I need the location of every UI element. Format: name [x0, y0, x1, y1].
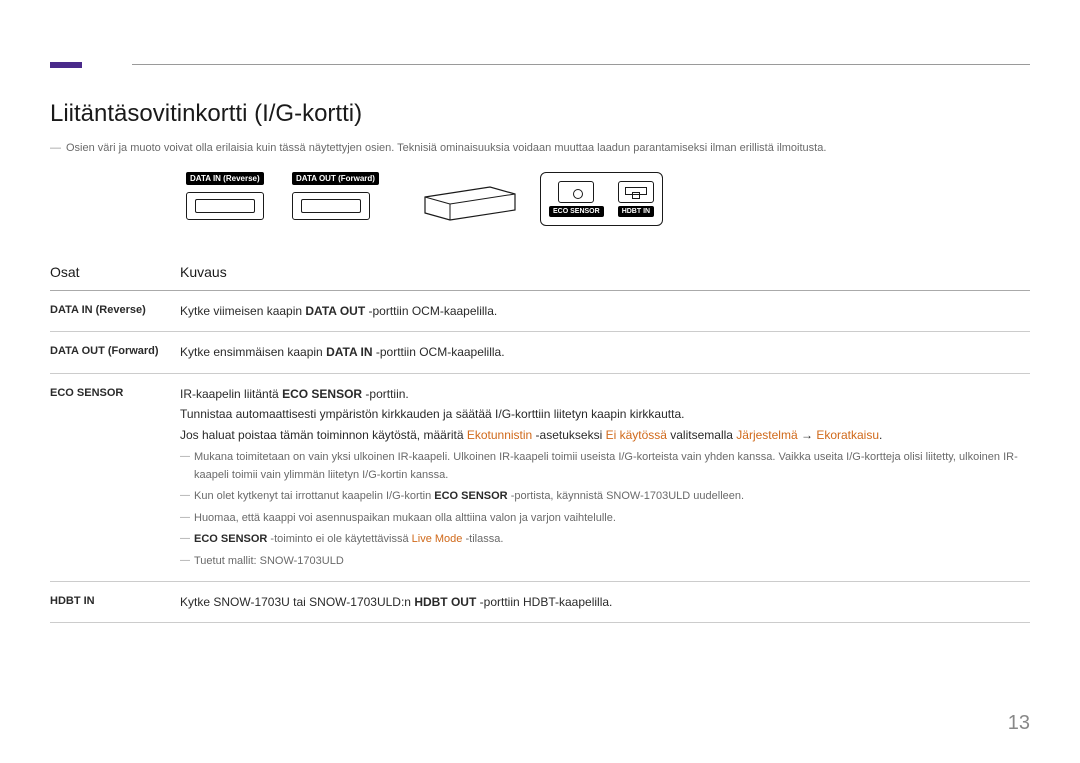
sub-note: Mukana toimitetaan on vain yksi ulkoinen… [180, 449, 1024, 484]
row-name: HDBT IN [50, 581, 180, 622]
eco-port: ECO SENSOR [549, 181, 604, 217]
table-row: DATA OUT (Forward) Kytke ensimmäisen kaa… [50, 332, 1030, 373]
row-desc: Kytke viimeisen kaapin DATA OUT -porttii… [180, 291, 1030, 332]
row-desc: Kytke SNOW-1703U tai SNOW-1703ULD:n HDBT… [180, 581, 1030, 622]
table-row: HDBT IN Kytke SNOW-1703U tai SNOW-1703UL… [50, 581, 1030, 622]
label-hdbt: HDBT IN [618, 206, 654, 217]
hdbt-port: HDBT IN [618, 181, 654, 217]
row-desc: IR-kaapelin liitäntä ECO SENSOR -porttii… [180, 373, 1030, 581]
port-icon [292, 192, 370, 220]
jack-icon [558, 181, 594, 203]
row-name: ECO SENSOR [50, 373, 180, 581]
sub-note: Kun olet kytkenyt tai irrottanut kaapeli… [180, 488, 1024, 506]
diagram-card-ports: DATA IN (Reverse) DATA OUT (Forward) [180, 172, 400, 232]
sub-note: Huomaa, että kaappi voi asennuspaikan mu… [180, 510, 1024, 528]
label-eco: ECO SENSOR [549, 206, 604, 217]
sub-note: ECO SENSOR -toiminto ei ole käytettäviss… [180, 531, 1024, 549]
col-parts: Osat [50, 256, 180, 291]
accent-bar [50, 62, 82, 68]
top-rule [132, 64, 1030, 65]
disclaimer-note: Osien väri ja muoto voivat olla erilaisi… [50, 142, 1030, 154]
row-desc: Kytke ensimmäisen kaapin DATA IN -portti… [180, 332, 1030, 373]
page-number: 13 [1008, 712, 1030, 735]
row-name: DATA OUT (Forward) [50, 332, 180, 373]
port-icon [186, 192, 264, 220]
table-row: ECO SENSOR IR-kaapelin liitäntä ECO SENS… [50, 373, 1030, 581]
port-diagram: DATA IN (Reverse) DATA OUT (Forward) ECO… [180, 172, 1030, 232]
spec-table: Osat Kuvaus DATA IN (Reverse) Kytke viim… [50, 256, 1030, 623]
label-data-in: DATA IN (Reverse) [186, 172, 264, 185]
col-desc: Kuvaus [180, 256, 1030, 291]
row-name: DATA IN (Reverse) [50, 291, 180, 332]
card-3d-icon [420, 182, 520, 222]
label-data-out: DATA OUT (Forward) [292, 172, 379, 185]
page-content: Liitäntäsovitinkortti (I/G-kortti) Osien… [0, 0, 1080, 653]
diagram-side-ports: ECO SENSOR HDBT IN [540, 172, 663, 226]
table-row: DATA IN (Reverse) Kytke viimeisen kaapin… [50, 291, 1030, 332]
page-title: Liitäntäsovitinkortti (I/G-kortti) [50, 100, 1030, 128]
sub-note: Tuetut mallit: SNOW-1703ULD [180, 553, 1024, 571]
rj45-icon [618, 181, 654, 203]
